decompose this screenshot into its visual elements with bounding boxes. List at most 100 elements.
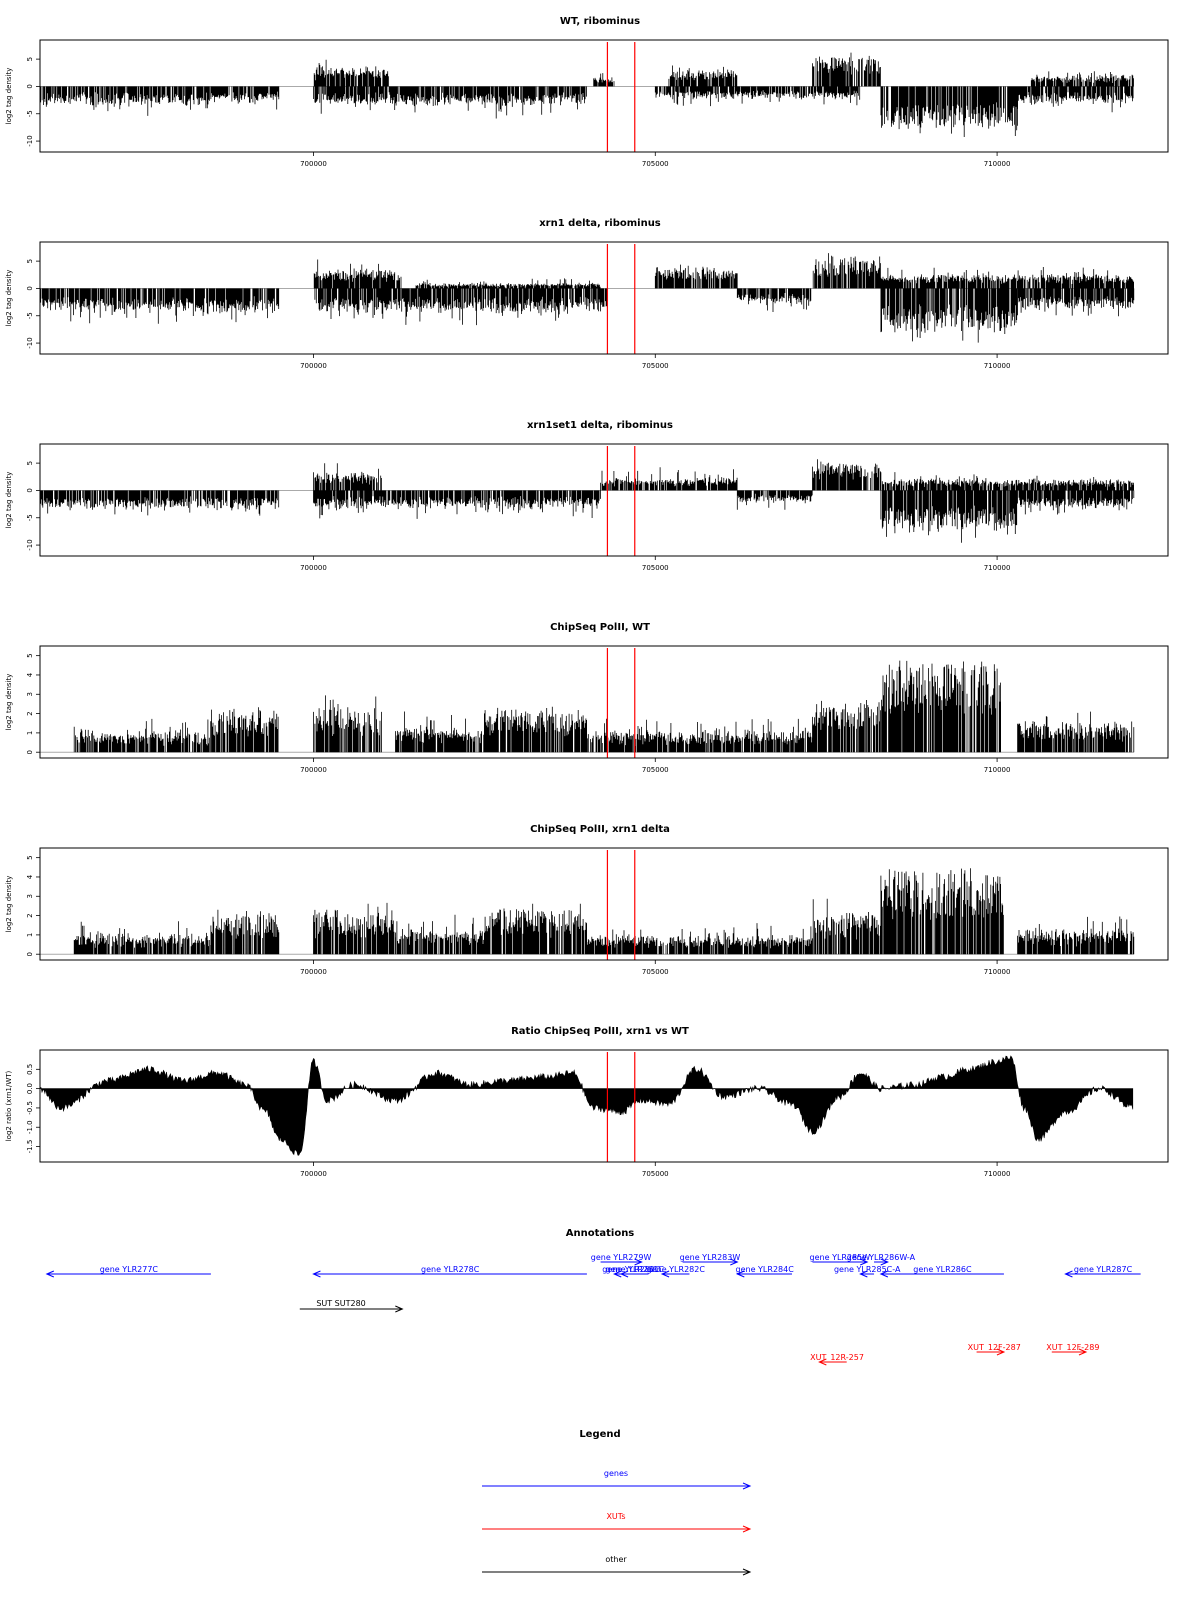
density-bars xyxy=(39,253,1135,343)
x-tick-label: 700000 xyxy=(300,1170,327,1178)
y-tick-label: 0.0 xyxy=(26,1083,34,1094)
y-tick-label: 4 xyxy=(26,672,34,677)
y-tick-label: 4 xyxy=(26,874,34,879)
other-arrowhead xyxy=(395,1305,404,1313)
y-tick-label: -10 xyxy=(26,539,34,550)
annotations-title: Annotations xyxy=(566,1228,635,1239)
legend-item-XUTs: XUTs xyxy=(482,1512,752,1533)
legend-arrowhead xyxy=(742,1525,752,1533)
xut-arrowhead xyxy=(1078,1348,1088,1356)
x-tick-label: 700000 xyxy=(300,968,327,976)
panel-title: WT, ribominus xyxy=(560,16,640,27)
y-tick-label: 3 xyxy=(26,894,34,898)
panel-title: xrn1set1 delta, ribominus xyxy=(527,420,673,431)
panel-6: Ratio ChipSeq PolII, xrn1 vs WT log2 rati… xyxy=(5,1026,1169,1178)
y-tick-label: 0.5 xyxy=(26,1064,34,1075)
density-bars xyxy=(39,52,1134,137)
legend: Legend genes XUTs other xyxy=(482,1429,752,1576)
x-tick-label: 700000 xyxy=(300,362,327,370)
legend-label: other xyxy=(605,1555,627,1564)
y-tick-label: 5 xyxy=(26,461,34,465)
gene-arrowhead xyxy=(45,1270,55,1278)
x-tick-label: 705000 xyxy=(642,362,669,370)
x-tick-label: 710000 xyxy=(984,968,1011,976)
y-tick-label: 2 xyxy=(26,913,34,917)
gene-label: gene YLR284C xyxy=(736,1265,795,1274)
y-tick-label: 5 xyxy=(26,855,34,859)
gene-feature: gene YLR285W xyxy=(810,1253,870,1266)
density-bars xyxy=(73,660,1135,753)
panel-4: ChipSeq PolII, WT log2 tag density 0 1 2 3 4 5 7… xyxy=(5,622,1169,774)
xut-label: XUT_12R-257 xyxy=(810,1353,864,1362)
gene-arrowhead xyxy=(860,1258,869,1266)
panel-2: xrn1 delta, ribominus log2 tag density 5 0 -… xyxy=(5,218,1169,370)
gene-label: gene YLR285C-A xyxy=(834,1265,901,1274)
density-bars xyxy=(39,459,1135,543)
panel-title: ChipSeq PolII, xrn1 delta xyxy=(530,824,670,835)
plot-frame xyxy=(39,1049,1169,1163)
gene-label: gene YLR277C xyxy=(100,1265,159,1274)
xut-arrowhead xyxy=(996,1348,1006,1356)
xut-arrowhead xyxy=(818,1358,827,1366)
gene-label: gene YLR287C xyxy=(1074,1265,1133,1274)
y-tick-label: 0 xyxy=(26,84,34,88)
xut-label: XUT_12F-287 xyxy=(968,1343,1021,1352)
gene-label: gene YLR281C xyxy=(606,1265,665,1274)
y-tick-label: -5 xyxy=(26,514,34,521)
gene-label: gene YLR286W-A xyxy=(847,1253,916,1262)
x-tick-label: 705000 xyxy=(642,968,669,976)
y-tick-label: -10 xyxy=(26,135,34,146)
plot-frame xyxy=(39,443,1169,557)
density-bars xyxy=(73,868,1135,955)
gene-arrowhead xyxy=(859,1270,868,1278)
x-tick-label: 710000 xyxy=(984,160,1011,168)
ratio-area xyxy=(39,1055,1134,1156)
gene-feature: gene YLR284C xyxy=(736,1265,795,1278)
panel-title: ChipSeq PolII, WT xyxy=(550,622,650,633)
x-tick-label: 710000 xyxy=(984,1170,1011,1178)
y-tick-label: 0 xyxy=(26,750,34,754)
gene-label: gene YLR280C xyxy=(602,1265,661,1274)
xut-feature: XUT_12F-287 xyxy=(968,1343,1021,1356)
y-tick-label: -5 xyxy=(26,110,34,117)
gene-feature: gene YLR286W-A xyxy=(847,1253,916,1266)
plot-frame xyxy=(39,241,1169,355)
y-tick-label: 5 xyxy=(26,259,34,263)
panel-5: ChipSeq PolII, xrn1 delta log2 tag densit… xyxy=(5,824,1169,976)
y-tick-label: -0.5 xyxy=(26,1101,34,1115)
y-axis-label: log2 tag density xyxy=(5,876,13,933)
gene-feature: gene YLR286C xyxy=(879,1265,1004,1278)
gene-feature: gene YLR277C xyxy=(45,1265,211,1278)
panel-title: Ratio ChipSeq PolII, xrn1 vs WT xyxy=(511,1026,689,1037)
gene-label: gene YLR279W xyxy=(591,1253,652,1262)
y-axis-label: log2 tag density xyxy=(5,472,13,529)
y-axis-label: log2 tag density xyxy=(5,270,13,327)
y-tick-label: 0 xyxy=(26,488,34,492)
panel-title: xrn1 delta, ribominus xyxy=(539,218,661,229)
x-tick-label: 700000 xyxy=(300,160,327,168)
xut-feature: XUT_12F-289 xyxy=(1046,1343,1099,1356)
panels: WT, ribominus log2 tag density 5 0 -5 -10 7000… xyxy=(5,16,1169,1178)
gene-feature: gene YLR282C xyxy=(647,1265,706,1278)
y-axis-label: log2 tag density xyxy=(5,674,13,731)
x-tick-label: 705000 xyxy=(642,564,669,572)
y-tick-label: 3 xyxy=(26,692,34,696)
legend-arrowhead xyxy=(742,1482,752,1490)
gene-feature: gene YLR287C xyxy=(1064,1265,1141,1278)
gene-label: gene YLR282C xyxy=(647,1265,706,1274)
y-tick-label: -5 xyxy=(26,312,34,319)
gene-feature: gene YLR279W xyxy=(591,1253,652,1266)
gene-arrowhead xyxy=(879,1270,889,1278)
legend-title: Legend xyxy=(579,1429,620,1440)
other-feature: SUT SUT280 xyxy=(299,1299,404,1313)
y-tick-label: 5 xyxy=(26,57,34,61)
gene-feature: gene YLR278C xyxy=(312,1265,587,1278)
panel-3: xrn1set1 delta, ribominus log2 tag densit… xyxy=(5,420,1169,572)
gene-arrowhead xyxy=(730,1258,739,1266)
xut-feature: XUT_12R-257 xyxy=(810,1353,864,1366)
plot-frame xyxy=(39,847,1169,961)
gene-arrowhead xyxy=(312,1270,321,1278)
x-tick-label: 700000 xyxy=(300,564,327,572)
legend-label: genes xyxy=(604,1469,628,1478)
x-tick-label: 705000 xyxy=(642,160,669,168)
